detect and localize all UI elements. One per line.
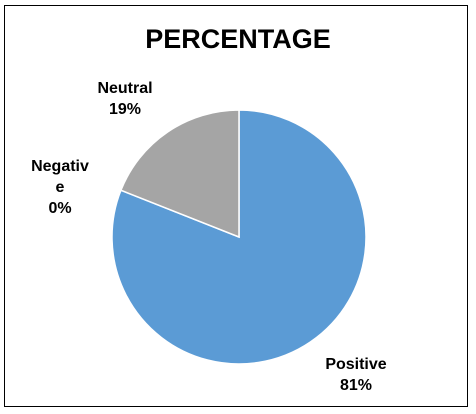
- data-label-negative-name-line2: e: [55, 179, 65, 196]
- data-label-neutral-name: Neutral: [97, 80, 153, 97]
- data-label-positive: Positive 81%: [306, 354, 406, 396]
- data-label-negative-name-line1: Negativ: [31, 158, 89, 175]
- data-label-negative-value: 0%: [48, 200, 72, 217]
- data-label-negative: Negativ e 0%: [22, 156, 98, 219]
- data-label-neutral: Neutral 19%: [80, 78, 170, 120]
- data-label-positive-value: 81%: [339, 377, 373, 394]
- chart-title: PERCENTAGE: [145, 24, 331, 54]
- pie-slice-positive: [111, 109, 367, 365]
- data-label-positive-name: Positive: [325, 356, 387, 373]
- data-label-neutral-value: 19%: [108, 101, 142, 118]
- pie-slice-neutral: [119, 109, 240, 239]
